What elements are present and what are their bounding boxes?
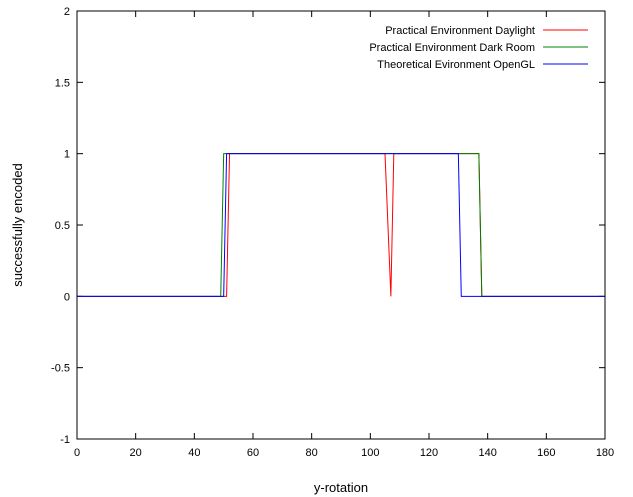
legend-label: Theoretical Evironment OpenGL [377,59,535,71]
x-tick-label: 100 [361,447,379,459]
x-tick-label: 0 [74,447,80,459]
x-tick-label: 140 [478,447,496,459]
x-tick-label: 160 [537,447,555,459]
y-tick-label: 2 [64,6,70,18]
legend-label: Practical Environment Dark Room [369,42,535,54]
legend: Practical Environment Daylight Practical … [369,25,588,71]
y-axis-title: successfully encoded [10,163,25,287]
x-tick-labels: 0 20 40 60 80 100 120 140 160 180 [74,447,614,459]
legend-label: Practical Environment Daylight [385,25,535,37]
x-tick-label: 120 [420,447,438,459]
x-tick-label: 20 [130,447,142,459]
y-tick-label: 0 [64,291,70,303]
plot-frame [76,10,606,440]
y-tick-label: 1.5 [55,77,70,89]
axis-ticks [76,10,606,440]
y-tick-label: -0.5 [51,363,70,375]
series-line-3 [77,153,605,297]
series-line-2 [77,153,605,297]
x-axis-title: y-rotation [314,480,368,495]
series-line-1 [77,153,605,297]
y-tick-label: 1 [64,149,70,161]
y-tick-labels: -1 -0.5 0 0.5 1 1.5 2 [51,6,70,446]
x-tick-label: 180 [596,447,614,459]
plot-series [77,153,605,297]
x-tick-label: 60 [247,447,259,459]
x-tick-label: 40 [188,447,200,459]
x-tick-label: 80 [306,447,318,459]
y-tick-label: -1 [60,434,70,446]
y-tick-label: 0.5 [55,220,70,232]
